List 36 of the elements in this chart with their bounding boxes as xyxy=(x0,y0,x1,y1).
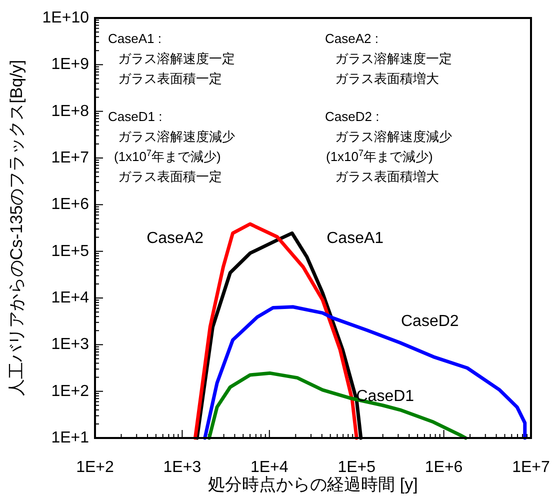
annotation: ガラス溶解速度減少 xyxy=(335,129,452,144)
x-tick-label: 1E+2 xyxy=(76,459,114,476)
x-tick-label: 1E+6 xyxy=(424,459,463,476)
x-axis-title: 処分時点からの経過時間 [y] xyxy=(208,475,418,494)
annotation: CaseA2 : xyxy=(325,31,378,46)
y-tick-label: 1E+9 xyxy=(51,56,90,74)
series-label: CaseA1 xyxy=(326,230,384,248)
annotation: ガラス溶解速度減少 xyxy=(118,129,235,144)
x-tick-label: 1E+4 xyxy=(250,459,288,476)
annotation: CaseD2 : xyxy=(325,109,380,124)
y-tick-label: 1E+3 xyxy=(51,336,90,354)
y-tick-label: 1E+6 xyxy=(51,196,90,214)
y-tick-label: 1E+4 xyxy=(51,290,90,306)
x-tick-label: 1E+7 xyxy=(512,459,550,476)
annotation: ガラス溶解速度一定 xyxy=(118,51,235,66)
y-tick-label: 1E+2 xyxy=(51,382,90,400)
annotation: CaseD1 : xyxy=(108,109,162,124)
series-label: CaseD1 xyxy=(356,388,414,406)
y-tick-label: 1E+10 xyxy=(42,10,90,26)
annotation: ガラス表面積増大 xyxy=(335,71,439,86)
annotation: (1x10$^{7}$年まで減少) xyxy=(114,148,221,164)
annotation: ガラス溶解速度一定 xyxy=(335,51,452,66)
y-tick-label: 1E+7 xyxy=(51,150,90,166)
y-tick-label: 1E+8 xyxy=(51,102,90,120)
x-tick-label: 1E+5 xyxy=(338,459,376,476)
y-axis-title: 人工バリアからのCs-135のフラックス[Bq/y] xyxy=(7,60,26,396)
y-tick-label: 1E+5 xyxy=(51,242,90,260)
series-label: CaseD2 xyxy=(400,312,459,330)
annotation: ガラス表面積一定 xyxy=(118,71,222,86)
annotation: CaseA1 : xyxy=(108,31,162,46)
x-tick-label: 1E+3 xyxy=(163,459,202,476)
y-tick-label: 1E+1 xyxy=(51,430,90,446)
annotation: ガラス表面積増大 xyxy=(335,169,439,184)
annotation: ガラス表面積一定 xyxy=(118,169,222,184)
annotation: (1x10$^{7}$年まで減少) xyxy=(326,148,433,164)
series-label: CaseA2 xyxy=(146,230,204,248)
